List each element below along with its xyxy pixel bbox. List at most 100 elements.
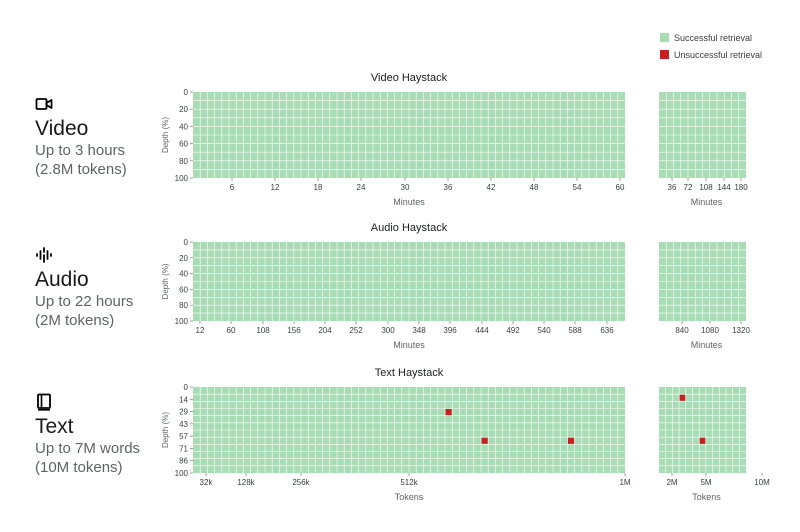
video-ytick-label: 100 — [175, 174, 189, 183]
video-main-grid — [193, 92, 625, 178]
audio-xtick-label: 156 — [287, 326, 301, 335]
text-ext-xlabel: Tokens — [692, 492, 721, 502]
text-xlabel: Tokens — [395, 492, 424, 502]
video-ytick-label: 60 — [179, 140, 188, 149]
video-ylabel: Depth (%) — [161, 117, 170, 153]
text-ytick-label: 0 — [184, 383, 189, 392]
audio-xlabel: Minutes — [393, 340, 425, 350]
text-xtick-label: 1M — [619, 478, 630, 487]
audio-ylabel: Depth (%) — [161, 263, 170, 299]
legend-swatch-fail — [660, 50, 669, 59]
video-xtick-label: 6 — [230, 183, 235, 192]
legend-swatch-success — [660, 33, 669, 42]
video-ytick-label: 0 — [184, 88, 189, 97]
legend-item-fail: Unsuccessful retrieval — [660, 46, 762, 63]
audio-xtick-label: 348 — [412, 326, 426, 335]
text-tokens: (10M tokens) — [35, 459, 123, 476]
text-ytick-label: 57 — [179, 432, 188, 441]
text-ylabel: Depth (%) — [161, 412, 170, 448]
text-xtick-label: 128k — [237, 478, 255, 487]
video-ext-xtick-label: 72 — [684, 183, 693, 192]
text-ytick-label: 29 — [179, 408, 188, 417]
video-xlabel: Minutes — [393, 197, 425, 207]
audio-side-label: Audio Up to 22 hours (2M tokens) — [35, 246, 133, 330]
video-xtick-label: 12 — [271, 183, 280, 192]
audio-xtick-label: 300 — [381, 326, 395, 335]
text-main-grid — [193, 387, 625, 473]
text-ytick-label: 71 — [179, 444, 188, 453]
video-ext-xtick-label: 180 — [734, 183, 748, 192]
audio-xtick-label: 60 — [227, 326, 236, 335]
audio-name: Audio — [35, 268, 89, 291]
text-ext-xtick-label: 5M — [700, 478, 711, 487]
legend: Successful retrieval Unsuccessful retrie… — [660, 29, 762, 63]
text-ext-xtick-label: 2M — [666, 478, 677, 487]
audio-xtick-label: 540 — [537, 326, 551, 335]
video-xtick-label: 42 — [487, 183, 496, 192]
video-xtick-label: 24 — [357, 183, 366, 192]
audio-xtick-label: 444 — [475, 326, 489, 335]
audio-ext-xtick-label: 840 — [675, 326, 689, 335]
audio-ytick-label: 100 — [175, 317, 189, 326]
video-ext-xlabel: Minutes — [691, 197, 723, 207]
video-xtick-label: 48 — [530, 183, 539, 192]
text-ytick-label: 100 — [175, 469, 189, 478]
text-ext-failure-cell — [679, 394, 686, 401]
audio-xtick-label: 12 — [196, 326, 205, 335]
audio-chart-title: Audio Haystack — [371, 222, 448, 234]
video-ytick-label: 40 — [179, 122, 188, 131]
audio-xtick-label: 636 — [600, 326, 614, 335]
text-main-failure-cell — [481, 437, 488, 444]
audio-xtick-label: 588 — [568, 326, 582, 335]
text-ext-xtick-label: 10M — [754, 478, 770, 487]
text-side-label: Text Up to 7M words (10M tokens) — [35, 393, 140, 477]
video-name: Video — [35, 117, 89, 140]
video-xtick-label: 36 — [444, 183, 453, 192]
video-xtick-label: 30 — [401, 183, 410, 192]
audio-ytick-label: 20 — [179, 254, 188, 263]
video-chart-title: Video Haystack — [371, 72, 448, 84]
audio-xtick-label: 492 — [506, 326, 520, 335]
audio-ytick-label: 0 — [184, 238, 189, 247]
text-ytick-label: 86 — [179, 457, 188, 466]
video-camera-icon — [35, 98, 53, 110]
video-xtick-label: 18 — [314, 183, 323, 192]
text-xtick-label: 32k — [200, 478, 214, 487]
video-ext-xtick-label: 36 — [668, 183, 677, 192]
text-main-failure-cell — [445, 409, 452, 416]
video-ext-xtick-label: 144 — [717, 183, 731, 192]
audio-xtick-label: 204 — [318, 326, 332, 335]
audio-tokens: (2M tokens) — [35, 312, 115, 329]
video-ytick-label: 20 — [179, 105, 188, 114]
audio-ytick-label: 60 — [179, 285, 188, 294]
audio-ext-xtick-label: 1320 — [732, 326, 750, 335]
text-name: Text — [35, 415, 74, 438]
legend-label-fail: Unsuccessful retrieval — [674, 49, 763, 60]
audio-ext-xtick-label: 1080 — [701, 326, 719, 335]
audio-ytick-label: 80 — [179, 301, 188, 310]
audio-xtick-label: 108 — [256, 326, 270, 335]
text-ext-grid — [659, 387, 746, 473]
video-xtick-label: 54 — [573, 183, 582, 192]
text-ytick-label: 14 — [179, 395, 188, 404]
text-xtick-label: 256k — [292, 478, 310, 487]
video-side-label: Video Up to 3 hours (2.8M tokens) — [35, 95, 127, 179]
audio-xtick-label: 252 — [349, 326, 363, 335]
text-main-failure-cell — [567, 437, 575, 444]
text-chart-title: Text Haystack — [375, 367, 444, 379]
audio-ytick-label: 40 — [179, 270, 188, 279]
video-duration: Up to 3 hours — [35, 142, 126, 159]
text-xtick-label: 512k — [400, 478, 418, 487]
audio-ext-xlabel: Minutes — [691, 340, 723, 350]
legend-label-success: Successful retrieval — [674, 32, 753, 43]
text-ext-failure-cell — [699, 437, 706, 444]
audio-duration: Up to 22 hours — [35, 293, 134, 310]
video-xtick-label: 60 — [616, 183, 625, 192]
text-words: Up to 7M words — [35, 440, 141, 457]
text-ytick-label: 43 — [179, 420, 188, 429]
video-ext-xtick-label: 108 — [699, 183, 713, 192]
video-ytick-label: 80 — [179, 157, 188, 166]
audio-main-grid — [193, 242, 625, 321]
